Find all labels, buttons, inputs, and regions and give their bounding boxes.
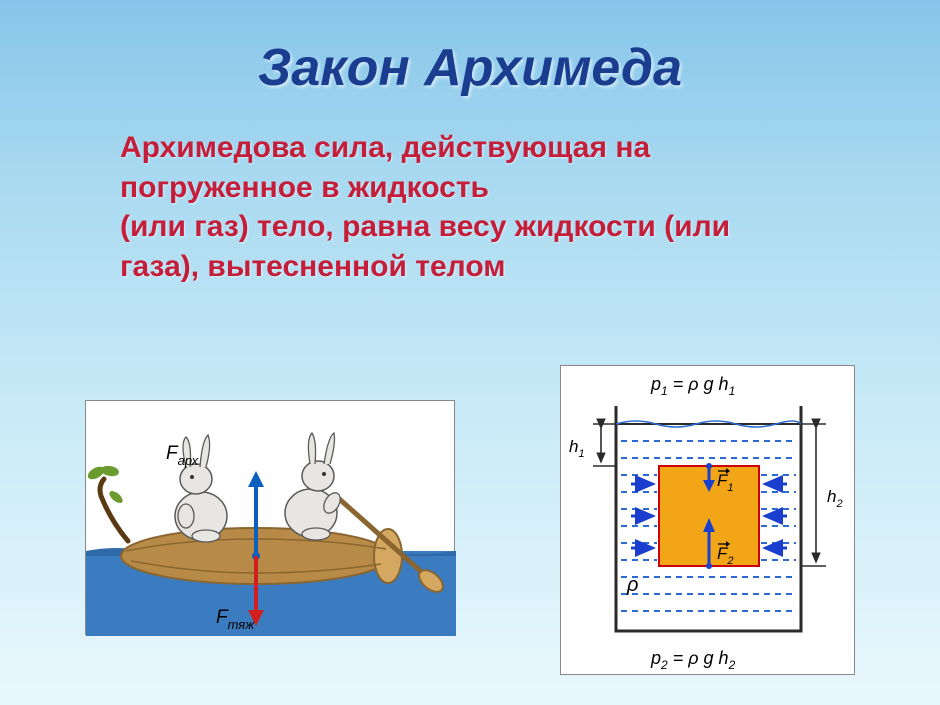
leaf <box>100 465 119 478</box>
label-f-arch: Fарх <box>166 443 199 468</box>
subtitle-line: погруженное в жидкость <box>120 171 489 204</box>
rabbit-left <box>175 435 227 542</box>
left-diagram-svg: Fарх Fтяж <box>86 401 456 636</box>
label-rho: ρ <box>626 574 638 596</box>
subtitle-line: (или газ) тело, равна весу жидкости (или <box>120 210 730 243</box>
slide-subtitle: Архимедова сила, действующая на погружен… <box>120 128 800 286</box>
branch <box>100 479 128 541</box>
subtitle-line: Архимедова сила, действующая на <box>120 131 650 164</box>
log-end <box>374 529 402 583</box>
right-diagram-svg: p1 = ρ g h1 <box>561 366 856 676</box>
rabbit-right <box>285 433 344 540</box>
slide-title: Закон Архимеда <box>0 38 940 98</box>
dim-h2 <box>801 424 826 566</box>
label-h1: h1 <box>569 437 585 460</box>
label-h2: h2 <box>827 487 843 510</box>
eq-p1: p1 = ρ g h1 <box>650 374 735 398</box>
dim-h1 <box>593 424 616 466</box>
subtitle-line: газа), вытесненной телом <box>120 250 505 283</box>
right-diagram-panel: p1 = ρ g h1 <box>560 365 855 675</box>
leaf <box>107 489 124 505</box>
eq-p2: p2 = ρ g h2 <box>650 648 736 672</box>
left-diagram-panel: Fарх Fтяж <box>85 400 455 635</box>
